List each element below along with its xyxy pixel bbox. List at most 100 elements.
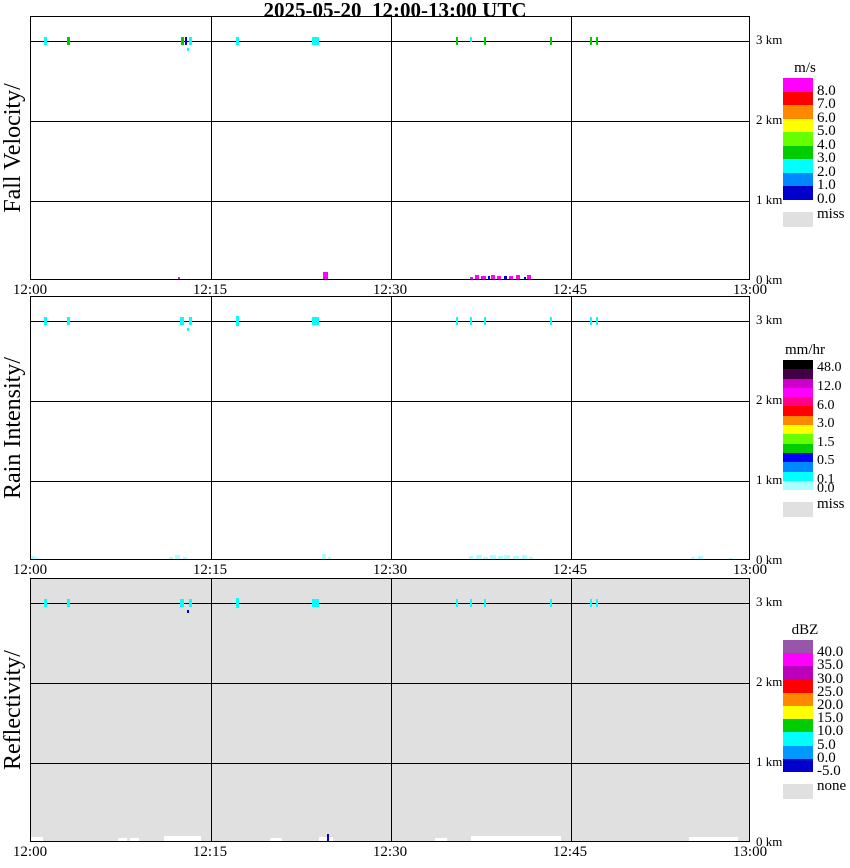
- legend-color-segment: [783, 91, 813, 105]
- data-mark: [549, 599, 552, 607]
- legend-value-label: 5.0: [817, 123, 836, 139]
- legend-rain-intensity: mm/hr 48.0 12.0 6.0 3.0 1.5 0.5 0.1 0.0 miss: [783, 342, 849, 518]
- legend-color-segment: [783, 78, 813, 92]
- grid-line-vertical: [571, 579, 572, 841]
- grid-line-horizontal: [31, 481, 749, 482]
- data-mark: [117, 838, 127, 841]
- data-mark: [475, 555, 482, 559]
- legend-miss-label: none: [817, 777, 847, 794]
- data-mark: [483, 37, 486, 45]
- data-mark: [469, 277, 473, 279]
- x-tick-label: 13:00: [732, 562, 768, 578]
- legend-color-segment: [783, 425, 813, 435]
- grid-line-horizontal: [31, 321, 749, 322]
- legend-unit-label: dBZ: [791, 622, 819, 638]
- legend-color-bar: 40.0 35.0 30.0 25.0 20.0 15.0 10.0 5.0 0.0 -5.0: [783, 640, 843, 779]
- data-mark: [590, 317, 593, 325]
- x-tick-label: 12:00: [12, 562, 48, 578]
- x-tick-label: 12:45: [552, 844, 588, 860]
- data-mark: [491, 275, 495, 279]
- legend-color-segment: [783, 758, 813, 772]
- y-tick-label: 2 km: [756, 674, 783, 689]
- panel-fall-velocity-label: Fall Velocity/: [0, 83, 26, 213]
- data-mark: [470, 36, 473, 42]
- y-tick-label: 0 km: [756, 834, 783, 849]
- legend-color-segment: [783, 462, 813, 472]
- data-mark: [177, 277, 180, 279]
- data-mark: [483, 317, 486, 325]
- data-mark: [174, 555, 180, 559]
- grid-line-vertical: [391, 17, 392, 279]
- legend-color-segment: [783, 105, 813, 119]
- legend-miss-swatch: [783, 502, 813, 518]
- plot-area-rain-intensity: [30, 296, 750, 560]
- legend-value-label: 5.0: [817, 736, 836, 753]
- grid-line-vertical: [211, 297, 212, 559]
- legend-color-bar: 48.0 12.0 6.0 3.0 1.5 0.5 0.1 0.0: [783, 360, 842, 496]
- grid-line-horizontal: [31, 683, 749, 684]
- data-mark: [321, 554, 326, 559]
- x-tick-label: 13:00: [732, 844, 768, 860]
- legend-color-segment: [783, 692, 813, 706]
- plot-area-reflectivity: [30, 578, 750, 842]
- data-mark: [512, 556, 519, 559]
- grid-line-vertical: [391, 579, 392, 841]
- legend-color-segment: [783, 378, 813, 388]
- legend-color-segment: [783, 397, 813, 407]
- legend-miss-label: miss: [817, 496, 845, 513]
- data-mark: [43, 317, 47, 325]
- data-mark: [189, 599, 193, 607]
- data-mark: [189, 317, 193, 325]
- plot-area-fall-velocity: [30, 16, 750, 280]
- data-mark: [180, 599, 185, 607]
- legend-miss-swatch: [783, 783, 813, 799]
- legend-color-segment: [783, 118, 813, 132]
- data-mark: [470, 317, 473, 325]
- legend-value-label: 4.0: [817, 136, 836, 153]
- legend-value-label: 0.0: [817, 481, 835, 497]
- data-mark: [497, 276, 501, 279]
- data-mark: [189, 37, 193, 45]
- data-mark: [327, 834, 329, 841]
- legend-color-segment: [783, 653, 813, 667]
- data-mark: [66, 317, 70, 325]
- legend-value-label: 0.0: [817, 749, 836, 766]
- panel-rain-intensity: Rain Intensity/ 12:00 12:15 12:30 12:45 13:0…: [0, 296, 782, 578]
- data-mark: [521, 555, 527, 559]
- data-mark: [187, 47, 190, 51]
- legend-miss-entry: miss: [783, 206, 849, 228]
- data-mark: [503, 276, 507, 279]
- y-tick-label: 3 km: [756, 312, 783, 327]
- data-mark: [470, 836, 561, 841]
- data-mark: [691, 557, 696, 559]
- data-mark: [596, 599, 599, 607]
- legend-unit-label: m/s: [794, 60, 816, 76]
- legend-color-segment: [783, 172, 813, 186]
- legend-color-segment: [783, 443, 813, 453]
- legend-color-segment: [783, 132, 813, 146]
- x-tick-label: 12:30: [372, 282, 408, 298]
- grid-line-horizontal: [31, 763, 749, 764]
- data-mark: [698, 556, 704, 559]
- legend-miss-swatch: [783, 211, 813, 227]
- data-mark: [169, 557, 174, 559]
- legend-value-label: 1.0: [817, 177, 836, 193]
- data-mark: [524, 277, 527, 279]
- y-tick-label: 2 km: [756, 392, 783, 407]
- legend-value-label: -5.0: [817, 763, 841, 779]
- data-mark: [311, 599, 319, 607]
- grid-line-horizontal: [31, 603, 749, 604]
- legend-reflectivity: dBZ 40.0 35.0 30.0 25.0 20.0 15.0 10.0 5.0 0.0 -5…: [783, 622, 849, 800]
- legend-value-label: 15.0: [817, 710, 844, 727]
- data-mark: [475, 275, 480, 279]
- data-mark: [163, 836, 201, 841]
- data-mark: [470, 599, 473, 607]
- legend-value-label: 0.1: [817, 471, 835, 487]
- data-mark: [311, 37, 319, 45]
- legend-value-label: 20.0: [817, 697, 844, 713]
- data-mark: [322, 272, 328, 279]
- legend-color-segment: [783, 719, 813, 733]
- legend-value-label: 40.0: [817, 644, 844, 661]
- grid-line-vertical: [391, 297, 392, 559]
